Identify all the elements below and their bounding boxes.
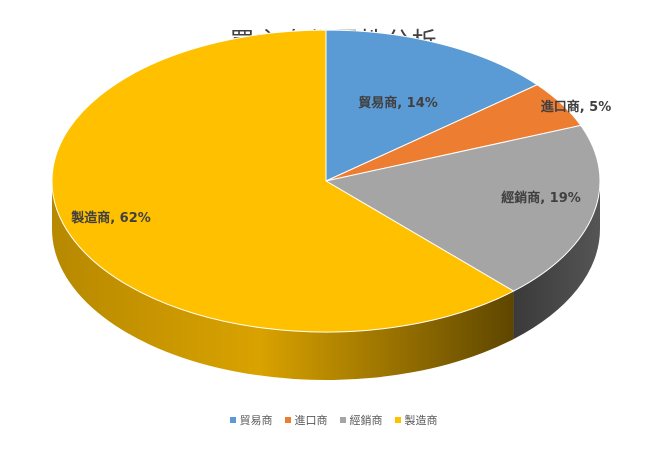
pie-slice-2[interactable] [324,124,601,292]
pie-slice-0[interactable] [325,29,539,182]
pie-side-3 [52,181,514,380]
legend-label-3: 製造商 [404,414,438,427]
legend-item-0: 貿易商 [229,412,273,428]
data-label-3: 製造商, 62% [70,210,151,226]
legend-swatch-0 [229,417,236,423]
legend-item-3: 製造商 [394,412,438,428]
data-label-0: 貿易商, 14% [358,95,438,111]
legend-label-2: 經銷商 [349,414,383,427]
legend: 貿易商 進口商 經銷商 製造商 [0,412,667,428]
pie-side-2 [513,181,600,340]
legend-item-1: 進口商 [284,412,328,428]
legend-swatch-1 [284,417,291,423]
legend-label-1: 進口商 [294,414,328,427]
data-label-2: 經銷商, 19% [501,190,581,206]
legend-item-2: 經銷商 [339,412,383,428]
legend-swatch-2 [339,417,346,423]
legend-label-0: 貿易商 [239,414,273,427]
pie-slice-3[interactable] [51,29,515,333]
legend-swatch-3 [394,417,401,423]
data-label-1: 進口商, 5% [541,99,612,115]
